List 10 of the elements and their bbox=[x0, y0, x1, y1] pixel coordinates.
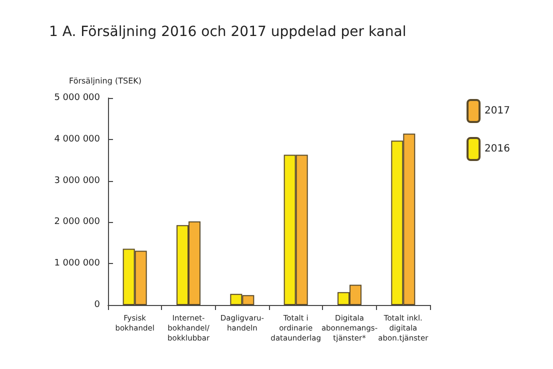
y-tick-label: 4 000 000 bbox=[54, 134, 100, 144]
y-axis-title: Försäljning (TSEK) bbox=[69, 76, 142, 86]
legend-label: 2017 bbox=[484, 106, 510, 116]
y-tick-label: 5 000 000 bbox=[54, 93, 100, 103]
y-tick-label: 0 bbox=[94, 300, 100, 310]
chart-title: 1 A. Försäljning 2016 och 2017 uppdelad per kanal bbox=[49, 24, 406, 40]
legend-label: 2016 bbox=[484, 144, 510, 154]
y-tick-label: 2 000 000 bbox=[54, 217, 100, 228]
y-tick-label: 3 000 000 bbox=[54, 176, 100, 186]
y-tick-label: 1 000 000 bbox=[54, 258, 100, 269]
